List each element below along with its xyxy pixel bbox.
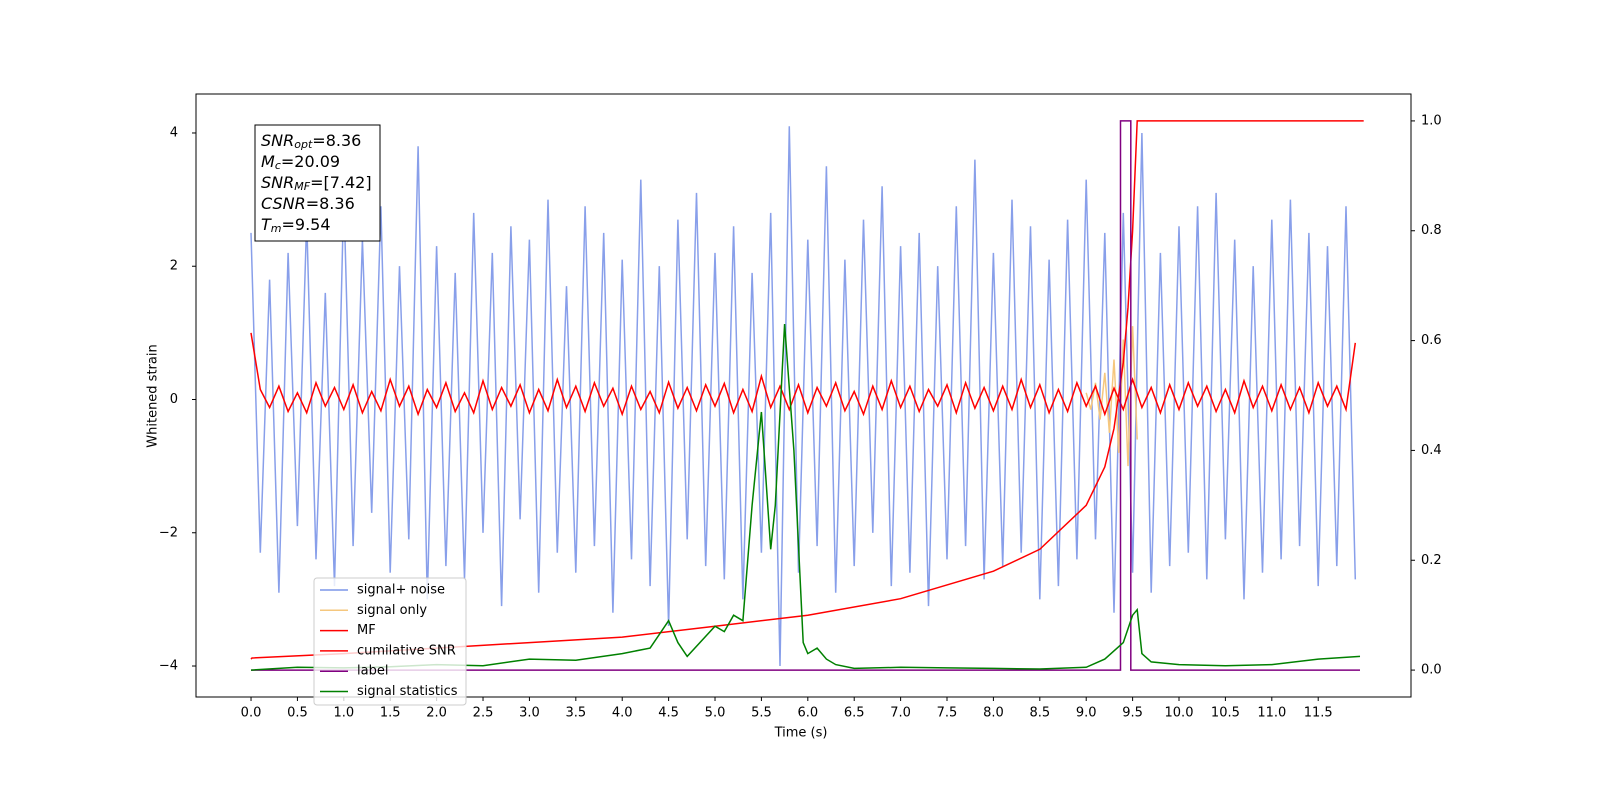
series-line bbox=[250, 332, 1357, 417]
y2-tick-label: 0.0 bbox=[1421, 663, 1442, 678]
legend: signal+ noise signal only MF cumilative SNR… bbox=[313, 577, 467, 706]
text-box-line: Mc=20.09 bbox=[261, 152, 340, 173]
legend-label: cumilative SNR bbox=[357, 643, 456, 658]
value: =[7.42] bbox=[310, 173, 372, 192]
subscript: opt bbox=[294, 138, 313, 151]
y-tick-label: −4 bbox=[159, 659, 178, 674]
x-axis-label: Time (s) bbox=[774, 726, 828, 741]
value: =8.36 bbox=[306, 194, 355, 213]
text-box-line: SNRopt=8.36 bbox=[261, 131, 361, 152]
x-tick-label: 5.5 bbox=[751, 706, 772, 721]
x-tick-label: 10.5 bbox=[1211, 706, 1240, 721]
x-tick-label: 11.0 bbox=[1257, 706, 1286, 721]
y-tick-label: 4 bbox=[170, 125, 178, 140]
x-tick-label: 9.0 bbox=[1076, 706, 1097, 721]
x-tick-label: 1.0 bbox=[333, 706, 354, 721]
x-tick-label: 0.5 bbox=[287, 706, 308, 721]
value: =20.09 bbox=[281, 152, 340, 171]
legend-label: MF bbox=[357, 623, 376, 638]
series-line bbox=[251, 120, 1360, 671]
value: =8.36 bbox=[312, 131, 361, 150]
legend-label: signal statistics bbox=[357, 684, 458, 699]
x-tick-label: 7.5 bbox=[937, 706, 958, 721]
x-tick-label: 8.0 bbox=[983, 706, 1004, 721]
x-tick-label: 4.5 bbox=[658, 706, 679, 721]
text-box-line: CSNR=8.36 bbox=[261, 194, 355, 213]
variable: CSNR bbox=[261, 194, 306, 213]
legend-label: signal+ noise bbox=[357, 583, 445, 598]
y-tick-label: −2 bbox=[159, 525, 178, 540]
x-tick-label: 3.0 bbox=[519, 706, 540, 721]
text-box: SNRopt=8.36Mc=20.09SNRMF=[7.42]CSNR=8.36… bbox=[254, 124, 381, 242]
x-tick-label: 11.5 bbox=[1304, 706, 1333, 721]
x-tick-label: 2.0 bbox=[426, 706, 447, 721]
legend-frame bbox=[313, 577, 467, 706]
plot-frame bbox=[195, 93, 1412, 698]
y2-tick-label: 0.8 bbox=[1421, 223, 1442, 238]
x-tick-label: 6.5 bbox=[844, 706, 865, 721]
series-line bbox=[250, 120, 1364, 660]
x-tick-label: 6.0 bbox=[797, 706, 818, 721]
series-line bbox=[250, 324, 1361, 671]
text-box-line: SNRMF=[7.42] bbox=[261, 173, 372, 194]
y2-tick-label: 0.2 bbox=[1421, 553, 1442, 568]
series-line bbox=[250, 126, 1357, 667]
legend-label: signal only bbox=[357, 603, 427, 618]
x-tick-label: 2.5 bbox=[473, 706, 494, 721]
legend-label: label bbox=[357, 664, 388, 679]
variable: SNR bbox=[261, 173, 294, 192]
x-tick-label: 8.5 bbox=[1029, 706, 1050, 721]
x-tick-label: 10.0 bbox=[1165, 706, 1194, 721]
subscript: MF bbox=[294, 180, 310, 193]
y-tick-label: 2 bbox=[170, 259, 178, 274]
subscript: c bbox=[275, 159, 281, 172]
x-tick-label: 9.5 bbox=[1122, 706, 1143, 721]
y2-tick-label: 0.6 bbox=[1421, 333, 1442, 348]
x-tick-label: 1.5 bbox=[380, 706, 401, 721]
x-tick-label: 4.0 bbox=[612, 706, 633, 721]
x-tick-label: 3.5 bbox=[565, 706, 586, 721]
variable: M bbox=[261, 152, 275, 171]
subscript: m bbox=[271, 222, 282, 235]
y-axis-label: Whitened strain bbox=[146, 344, 161, 447]
variable: T bbox=[261, 215, 272, 234]
y2-tick-label: 1.0 bbox=[1421, 113, 1442, 128]
text-box-frame bbox=[254, 124, 381, 242]
y2-tick-label: 0.4 bbox=[1421, 443, 1442, 458]
x-tick-label: 7.0 bbox=[890, 706, 911, 721]
text-box-line: Tm=9.54 bbox=[261, 215, 331, 236]
value: =9.54 bbox=[282, 215, 331, 234]
x-tick-label: 5.0 bbox=[705, 706, 726, 721]
y-tick-label: 0 bbox=[170, 392, 178, 407]
variable: SNR bbox=[261, 131, 294, 150]
x-tick-label: 0.0 bbox=[241, 706, 262, 721]
